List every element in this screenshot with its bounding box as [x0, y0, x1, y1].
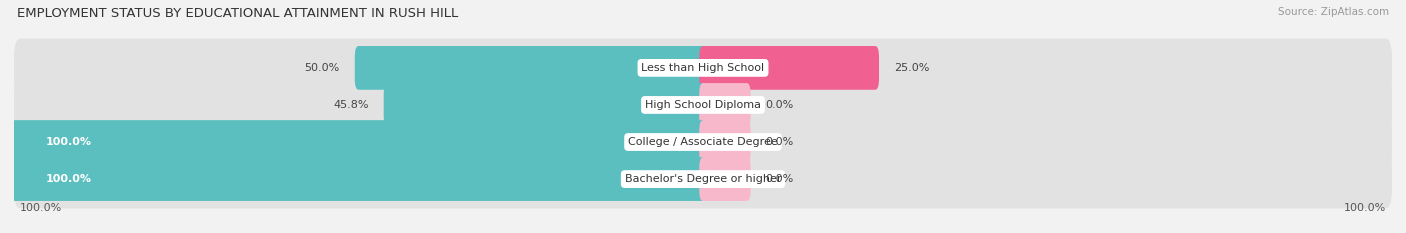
Text: 0.0%: 0.0%: [766, 174, 794, 184]
Text: 100.0%: 100.0%: [45, 137, 91, 147]
Text: 0.0%: 0.0%: [766, 137, 794, 147]
FancyBboxPatch shape: [699, 120, 751, 164]
Text: 50.0%: 50.0%: [305, 63, 340, 73]
Text: 25.0%: 25.0%: [894, 63, 929, 73]
FancyBboxPatch shape: [10, 157, 707, 201]
FancyBboxPatch shape: [384, 83, 707, 127]
FancyBboxPatch shape: [354, 46, 707, 90]
FancyBboxPatch shape: [14, 76, 1392, 134]
Text: Bachelor's Degree or higher: Bachelor's Degree or higher: [624, 174, 782, 184]
FancyBboxPatch shape: [10, 120, 707, 164]
Text: College / Associate Degree: College / Associate Degree: [628, 137, 778, 147]
FancyBboxPatch shape: [14, 113, 1392, 171]
Text: 100.0%: 100.0%: [20, 203, 63, 213]
Text: 100.0%: 100.0%: [1343, 203, 1386, 213]
FancyBboxPatch shape: [14, 39, 1392, 97]
Text: High School Diploma: High School Diploma: [645, 100, 761, 110]
Text: EMPLOYMENT STATUS BY EDUCATIONAL ATTAINMENT IN RUSH HILL: EMPLOYMENT STATUS BY EDUCATIONAL ATTAINM…: [17, 7, 458, 20]
Text: 45.8%: 45.8%: [333, 100, 368, 110]
Text: Source: ZipAtlas.com: Source: ZipAtlas.com: [1278, 7, 1389, 17]
FancyBboxPatch shape: [14, 150, 1392, 208]
Text: 0.0%: 0.0%: [766, 100, 794, 110]
FancyBboxPatch shape: [699, 157, 751, 201]
FancyBboxPatch shape: [699, 83, 751, 127]
Text: Less than High School: Less than High School: [641, 63, 765, 73]
Text: 100.0%: 100.0%: [45, 174, 91, 184]
FancyBboxPatch shape: [699, 46, 879, 90]
